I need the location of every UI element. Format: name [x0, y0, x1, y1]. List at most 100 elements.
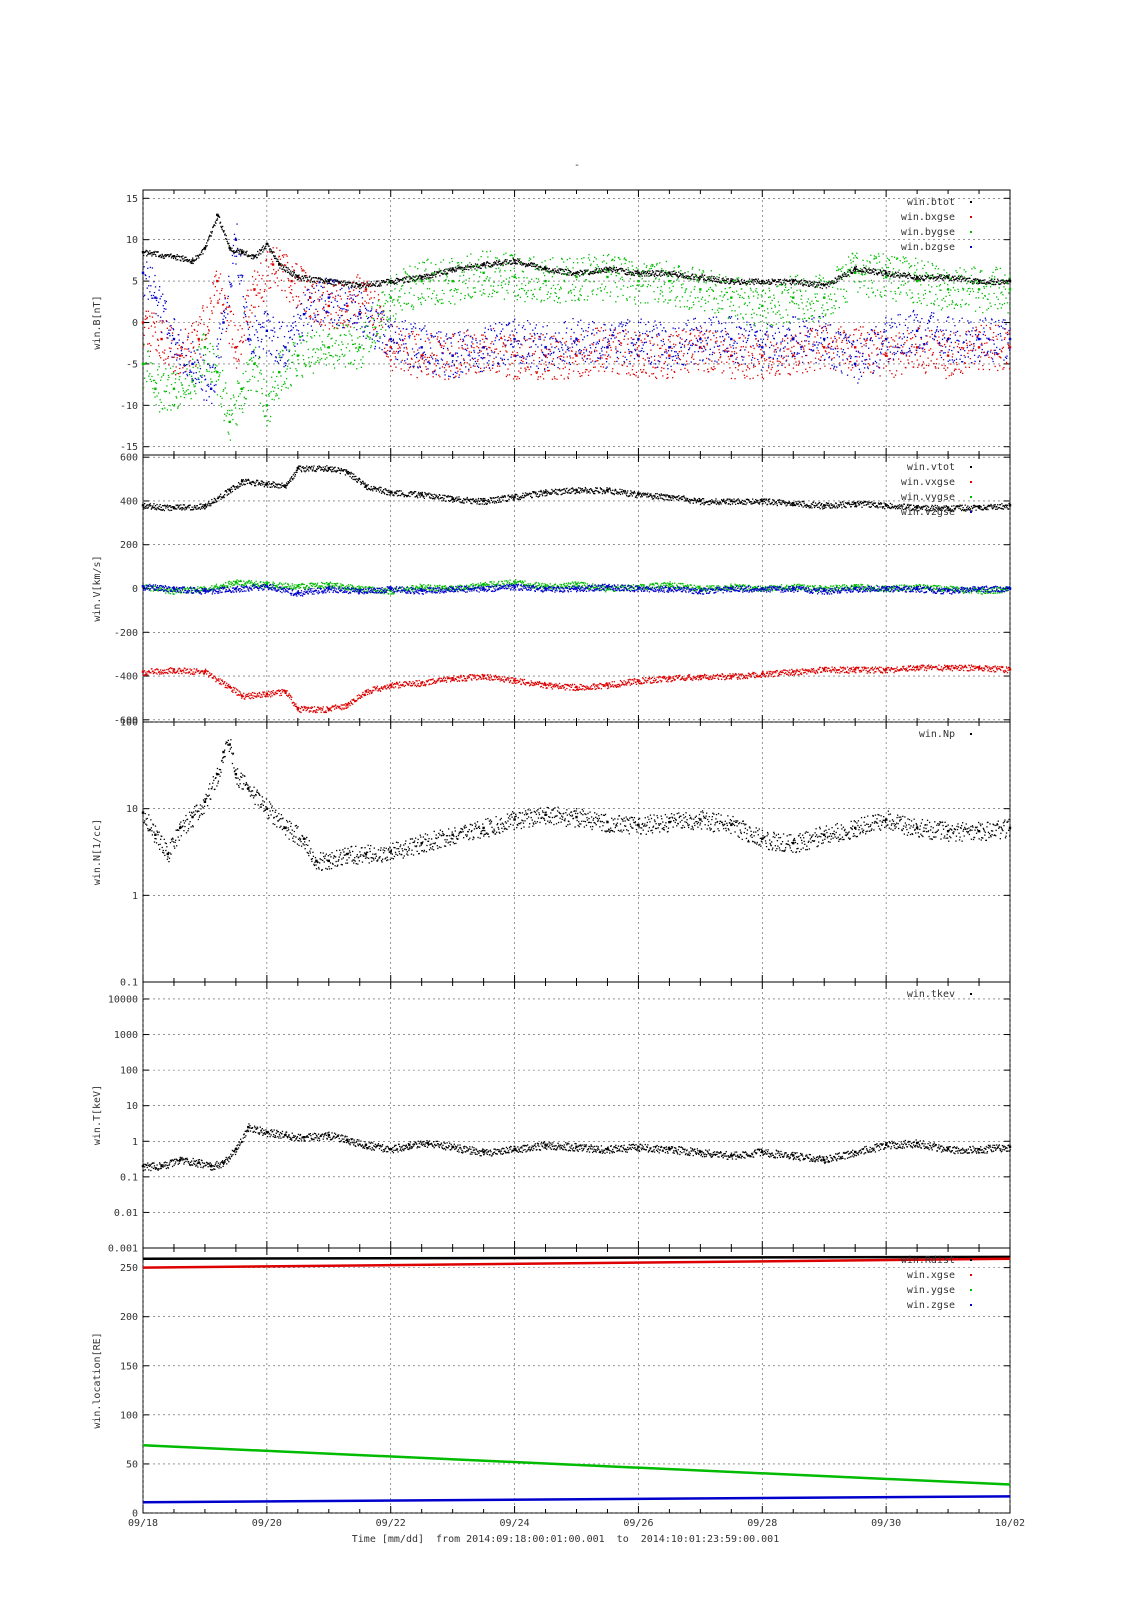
data-dot — [342, 324, 345, 326]
data-dot — [430, 297, 433, 300]
data-dot — [485, 278, 487, 280]
data-dot — [824, 293, 826, 295]
data-dot — [444, 273, 447, 275]
data-dot — [385, 281, 387, 283]
data-dot — [300, 278, 302, 281]
data-dot — [857, 350, 860, 352]
data-dot — [183, 260, 186, 262]
data-dot — [543, 367, 546, 370]
data-dot — [583, 299, 586, 301]
data-dot — [323, 286, 325, 288]
data-dot — [192, 347, 194, 349]
data-dot — [527, 265, 529, 267]
data-dot — [485, 267, 487, 269]
data-dot — [235, 367, 238, 369]
data-dot — [513, 335, 515, 337]
data-dot — [214, 221, 217, 223]
data-dot — [324, 358, 326, 360]
data-dot — [277, 387, 279, 390]
data-dot — [228, 242, 230, 245]
data-dot — [461, 281, 464, 283]
data-dot — [700, 305, 702, 308]
data-dot — [658, 298, 660, 300]
data-dot — [665, 348, 667, 351]
data-point — [853, 271, 857, 275]
data-dot — [644, 273, 646, 275]
data-dot — [794, 278, 797, 281]
data-dot — [261, 387, 263, 390]
data-dot — [585, 279, 588, 281]
data-dot — [637, 268, 639, 270]
data-dot — [418, 298, 420, 301]
data-dot — [240, 340, 242, 342]
data-dot — [380, 324, 383, 326]
data-dot — [814, 293, 816, 295]
data-dot — [869, 364, 871, 366]
data-dot — [876, 347, 879, 349]
data-dot — [417, 268, 419, 270]
data-point — [265, 404, 269, 407]
data-dot — [266, 424, 268, 427]
data-dot — [487, 261, 489, 264]
data-dot — [203, 323, 205, 326]
data-dot — [260, 297, 262, 299]
data-dot — [373, 340, 375, 342]
data-dot — [204, 245, 207, 247]
data-dot — [537, 378, 539, 381]
data-dot — [775, 372, 777, 374]
data-dot — [578, 338, 580, 341]
data-dot — [642, 270, 644, 272]
data-dot — [211, 230, 213, 233]
figure-title: - — [574, 160, 581, 171]
data-dot — [329, 322, 331, 324]
data-dot — [891, 275, 893, 277]
data-dot — [289, 274, 291, 276]
data-dot — [531, 298, 533, 300]
data-dot — [220, 225, 222, 228]
data-dot — [895, 335, 897, 337]
data-dot — [674, 371, 676, 373]
data-dot — [877, 253, 880, 255]
data-dot — [724, 288, 726, 290]
data-dot — [354, 286, 356, 288]
data-dot — [893, 340, 896, 342]
data-dot — [644, 359, 646, 361]
data-dot — [703, 370, 705, 372]
data-dot — [852, 272, 854, 274]
data-dot — [969, 340, 971, 343]
data-dot — [457, 261, 460, 264]
data-dot — [508, 262, 510, 264]
data-dot — [509, 254, 511, 257]
data-dot — [292, 299, 294, 301]
data-dot — [458, 374, 461, 376]
data-dot — [406, 348, 408, 350]
data-dot — [936, 339, 939, 342]
data-dot — [268, 245, 270, 247]
data-dot — [641, 341, 643, 344]
data-dot — [769, 360, 771, 362]
data-dot — [453, 290, 455, 292]
data-dot — [589, 264, 592, 267]
data-dot — [157, 255, 160, 258]
data-dot — [219, 292, 221, 295]
data-dot — [577, 370, 579, 373]
data-dot — [629, 360, 631, 363]
data-dot — [483, 279, 485, 282]
data-dot — [948, 274, 950, 276]
data-dot — [779, 278, 782, 281]
data-dot — [643, 271, 645, 273]
data-dot — [805, 368, 807, 370]
data-dot — [391, 324, 393, 326]
data-point — [1008, 279, 1012, 283]
data-dot — [190, 398, 192, 400]
data-dot — [605, 351, 608, 353]
data-dot — [989, 327, 991, 329]
data-dot — [937, 277, 940, 279]
data-dot — [506, 289, 508, 292]
data-dot — [289, 272, 291, 274]
data-dot — [149, 250, 151, 252]
data-dot — [642, 285, 644, 287]
data-dot — [381, 326, 384, 328]
data-dot — [902, 353, 904, 355]
data-dot — [286, 261, 289, 264]
